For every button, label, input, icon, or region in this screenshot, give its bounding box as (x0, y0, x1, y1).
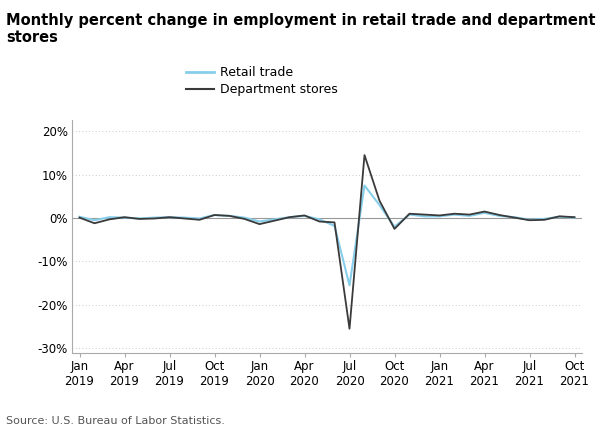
Text: Monthly percent change in employment in retail trade and department stores: Monthly percent change in employment in … (6, 13, 595, 45)
Text: Source: U.S. Bureau of Labor Statistics.: Source: U.S. Bureau of Labor Statistics. (6, 416, 225, 426)
Legend: Retail trade, Department stores: Retail trade, Department stores (186, 67, 338, 96)
